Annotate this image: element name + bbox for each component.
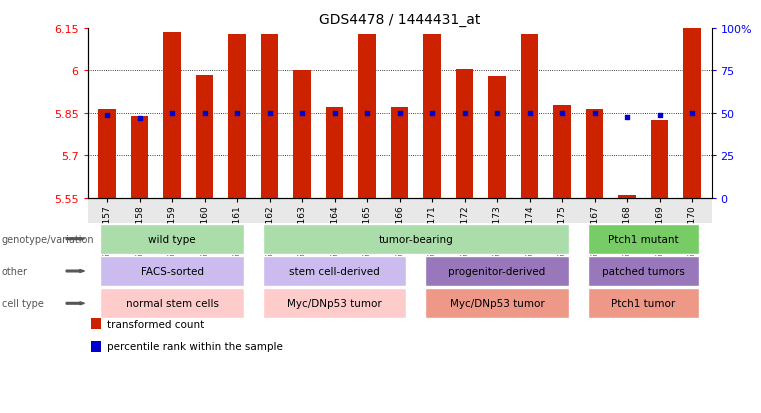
Text: Myc/DNp53 tumor: Myc/DNp53 tumor <box>287 299 382 309</box>
Bar <box>98 109 116 198</box>
Point <box>101 112 113 119</box>
Text: percentile rank within the sample: percentile rank within the sample <box>107 342 283 351</box>
Bar <box>390 107 409 198</box>
Point <box>686 110 698 116</box>
Bar <box>553 106 571 198</box>
Point <box>393 111 406 117</box>
Point <box>654 113 666 119</box>
Bar <box>326 107 343 198</box>
Text: tumor-bearing: tumor-bearing <box>378 234 453 244</box>
Point <box>491 111 503 117</box>
Point <box>329 111 341 117</box>
Point <box>199 111 211 117</box>
Bar <box>163 33 181 198</box>
Text: cell type: cell type <box>2 299 43 309</box>
Point <box>426 110 438 116</box>
Text: progenitor-derived: progenitor-derived <box>448 266 546 276</box>
Point <box>263 110 275 116</box>
Point <box>621 114 633 121</box>
Text: Ptch1 tumor: Ptch1 tumor <box>611 299 676 309</box>
Bar <box>618 195 636 198</box>
Bar <box>488 77 506 198</box>
Point <box>458 111 470 117</box>
Bar <box>260 35 279 198</box>
Text: Ptch1 mutant: Ptch1 mutant <box>608 234 679 244</box>
Bar <box>196 76 213 198</box>
Point <box>361 110 373 116</box>
Point <box>166 110 178 116</box>
Point <box>231 110 243 116</box>
Bar <box>651 121 668 198</box>
Point <box>556 111 568 117</box>
Bar <box>456 70 473 198</box>
Bar <box>586 109 603 198</box>
Point <box>588 111 600 117</box>
Text: Myc/DNp53 tumor: Myc/DNp53 tumor <box>450 299 544 309</box>
Bar <box>423 35 441 198</box>
Bar <box>131 117 148 198</box>
Bar <box>358 35 376 198</box>
Bar <box>293 71 311 198</box>
Bar <box>683 29 701 198</box>
Text: wild type: wild type <box>148 234 196 244</box>
Text: FACS-sorted: FACS-sorted <box>141 266 203 276</box>
Text: genotype/variation: genotype/variation <box>2 234 94 244</box>
Title: GDS4478 / 1444431_at: GDS4478 / 1444431_at <box>319 12 480 26</box>
Text: other: other <box>2 266 27 276</box>
Bar <box>521 35 539 198</box>
Point <box>133 115 145 122</box>
Bar <box>228 35 246 198</box>
Point <box>296 110 308 116</box>
Text: transformed count: transformed count <box>107 319 205 329</box>
Text: stem cell-derived: stem cell-derived <box>289 266 380 276</box>
Text: patched tumors: patched tumors <box>602 266 685 276</box>
Text: normal stem cells: normal stem cells <box>126 299 218 309</box>
Point <box>524 110 536 116</box>
